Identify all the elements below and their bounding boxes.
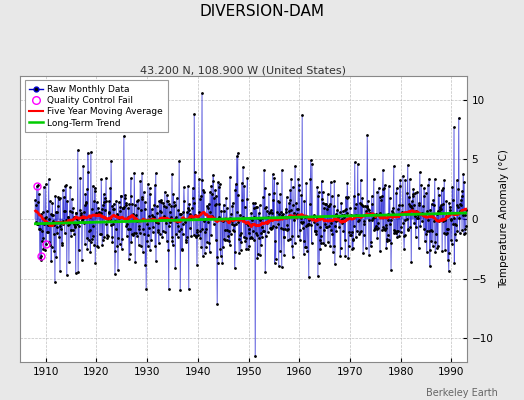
Text: Berkeley Earth: Berkeley Earth [426,388,498,398]
Text: DIVERSION-DAM: DIVERSION-DAM [200,4,324,19]
Y-axis label: Temperature Anomaly (°C): Temperature Anomaly (°C) [499,150,509,288]
Title: 43.200 N, 108.900 W (United States): 43.200 N, 108.900 W (United States) [140,65,346,75]
Legend: Raw Monthly Data, Quality Control Fail, Five Year Moving Average, Long-Term Tren: Raw Monthly Data, Quality Control Fail, … [25,80,168,132]
